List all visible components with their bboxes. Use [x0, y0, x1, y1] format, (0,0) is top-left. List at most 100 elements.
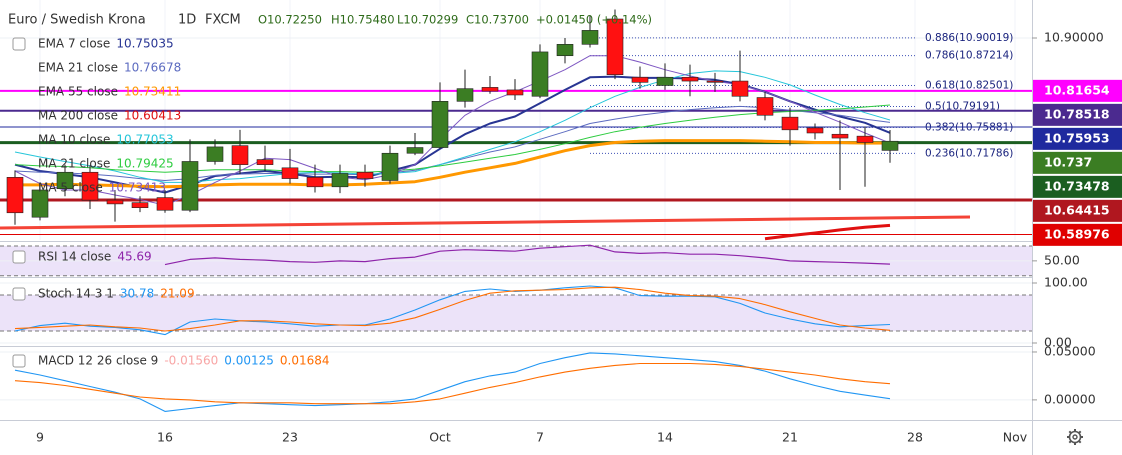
fib-label: 0.236(10.71786) — [925, 147, 1013, 159]
candle-body — [731, 80, 749, 97]
candle-body — [481, 87, 499, 92]
legend-value: 10.73411 — [124, 85, 181, 99]
candle-body — [306, 177, 324, 188]
price-label-box — [1033, 223, 1122, 246]
candle-body — [156, 197, 174, 211]
legends: Euro / Swedish Krona 1D FXCM O10.72250 H10.7… — [8, 13, 652, 368]
fib-label: 0.786(10.87214) — [925, 50, 1013, 62]
candle-body — [581, 30, 599, 45]
candle-body — [206, 146, 224, 162]
candle-body — [556, 44, 574, 57]
ohlc-value: H10.75480 — [331, 13, 395, 27]
band-fill — [0, 295, 1032, 331]
candle-body — [106, 199, 124, 205]
candle-body — [531, 51, 549, 97]
candle-body — [456, 88, 474, 102]
candle-body — [806, 127, 824, 134]
price-label-box — [1033, 103, 1122, 126]
candle-body — [231, 145, 249, 165]
candle-body — [831, 133, 849, 139]
change-value: +0.01450 (+0.14%) — [536, 13, 652, 27]
fib-label: 0.886(10.90019) — [925, 32, 1013, 44]
interval: 1D — [178, 13, 196, 28]
symbol: Euro / Swedish Krona — [8, 13, 146, 28]
fib-label: 0.5(10.79191) — [925, 100, 1000, 112]
candle-body — [56, 171, 74, 190]
candle-body — [356, 171, 374, 179]
collapse-button[interactable] — [12, 250, 26, 264]
x-tick-label: Oct — [429, 430, 451, 445]
source: FXCM — [205, 13, 241, 28]
candle-body — [331, 173, 349, 188]
price-pane: 0.886(10.90019) 0.786(10.87214) 0.618(10.8… — [0, 0, 1032, 241]
x-tick-label: 16 — [157, 430, 173, 445]
ohlc-value: C10.73700 — [466, 13, 529, 27]
candle-body — [781, 116, 799, 131]
y-tick-label: 0.00 — [1044, 335, 1072, 350]
candle-body — [881, 140, 899, 151]
legend-name: RSI 14 close — [38, 250, 111, 264]
indicator-line — [14, 362, 891, 405]
indicator-line — [15, 139, 891, 189]
price-label: 10.78518 — [1044, 106, 1110, 121]
indicator-pane — [0, 244, 1032, 277]
collapse-button[interactable] — [12, 287, 26, 301]
candle-body — [706, 80, 724, 83]
indicator-pane — [0, 282, 1032, 344]
candle-body — [856, 135, 874, 143]
legend-value: 10.79425 — [116, 157, 173, 171]
x-tick-label: 21 — [782, 430, 798, 445]
y-tick-label: 50.00 — [1044, 252, 1080, 267]
ohlc-value: O10.72250 — [258, 13, 322, 27]
candle-body — [656, 76, 674, 86]
candle-body — [131, 202, 149, 209]
settings-icon[interactable] — [1067, 429, 1083, 445]
candle-body — [181, 161, 199, 211]
legend-value: -0.01560 — [164, 354, 218, 368]
legend-value: 10.77053 — [116, 133, 173, 147]
legend-name: MA 5 close — [38, 181, 103, 195]
price-label: 10.81654 — [1044, 82, 1110, 97]
indicator-line — [14, 70, 891, 183]
panes: 0.886(10.90019) 0.786(10.87214) 0.618(10.8… — [0, 0, 1032, 412]
legend-name: MACD 12 26 close 9 — [38, 354, 158, 368]
price-label: 10.58976 — [1044, 226, 1110, 241]
x-tick-label: 14 — [657, 430, 673, 445]
legend-name: Stoch 14 3 1 — [38, 287, 114, 301]
candle-body — [506, 89, 524, 96]
indicator-line — [14, 286, 891, 332]
legend-value: 30.78 — [120, 287, 154, 301]
legend-value: 10.76678 — [124, 61, 181, 75]
legend-name: MA 10 close — [38, 133, 110, 147]
indicator-line — [14, 285, 891, 336]
legend-name: EMA 55 close — [38, 85, 118, 99]
legend-value: 0.00125 — [224, 354, 274, 368]
legend-value: 10.75035 — [116, 37, 173, 51]
indicator-line — [14, 105, 891, 181]
indicator-line — [764, 223, 891, 241]
candle-body — [6, 177, 24, 214]
legend-value: 10.60413 — [124, 109, 181, 123]
price-label: 10.64415 — [1044, 202, 1110, 217]
collapse-button[interactable] — [12, 354, 26, 368]
price-label: 10.75953 — [1044, 130, 1110, 145]
candle-body — [381, 152, 399, 181]
price-label-box — [1033, 79, 1122, 102]
price-label-box — [1033, 151, 1122, 174]
trend-line — [0, 215, 971, 230]
candle-body — [281, 167, 299, 179]
y-tick-label: 100.00 — [1044, 275, 1088, 290]
price-label-box — [1033, 127, 1122, 150]
candle-body — [431, 101, 449, 148]
indicator-line — [164, 244, 891, 266]
candle-body — [256, 159, 274, 165]
candle-body — [31, 189, 49, 218]
x-tick-label: 9 — [36, 430, 44, 445]
indicator-line — [14, 104, 891, 173]
y-tick-label: 10.90000 — [1044, 29, 1104, 44]
legend-name: EMA 21 close — [38, 61, 118, 75]
candle-body — [81, 171, 99, 201]
collapse-button[interactable] — [12, 37, 26, 51]
